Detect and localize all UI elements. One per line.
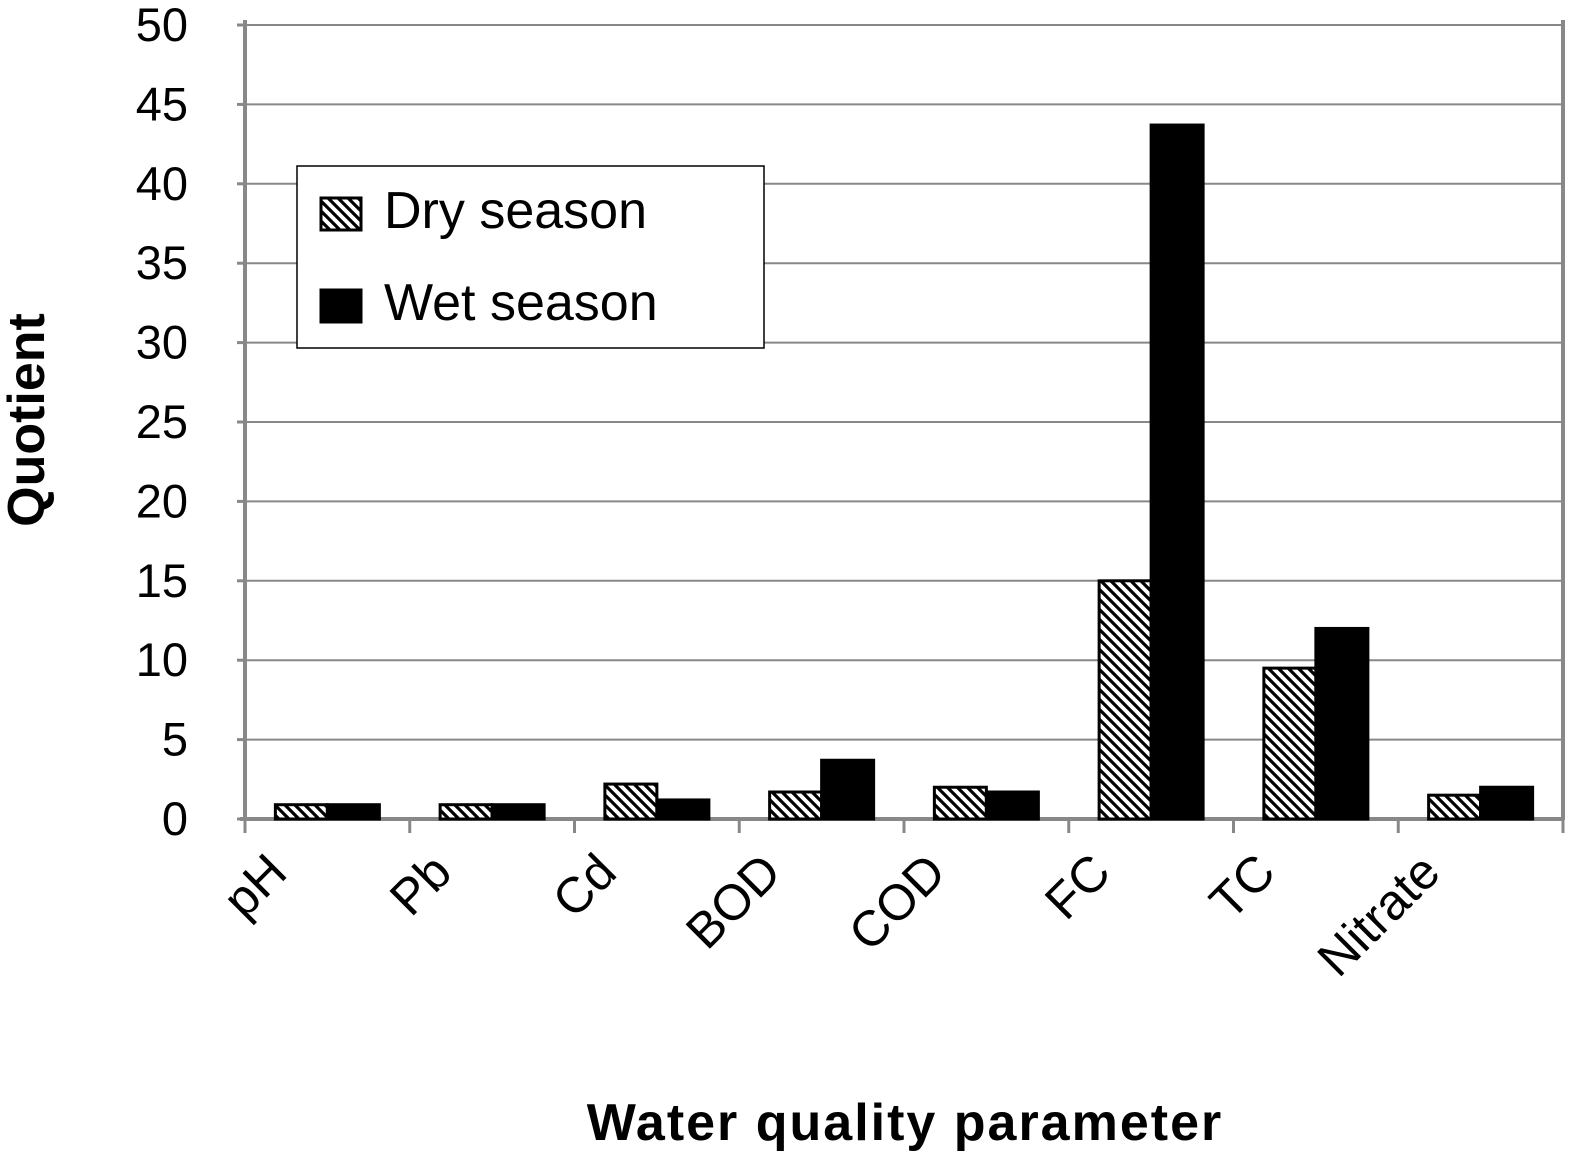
- bar-wet-season: [984, 790, 1040, 821]
- y-tick-label: 35: [136, 236, 188, 289]
- bar-dry-season: [1427, 793, 1483, 821]
- y-tick-label: 5: [162, 713, 188, 766]
- legend-label-wet: Wet season: [384, 274, 658, 332]
- bar-dry-season: [603, 782, 659, 821]
- bars: [273, 123, 1535, 821]
- category-label: BOD: [675, 843, 791, 959]
- y-tick-label: 45: [136, 77, 188, 130]
- bar-wet-season: [1149, 123, 1205, 821]
- category-label: pH: [212, 843, 297, 928]
- bar-dry-season: [273, 803, 329, 821]
- y-tick-label: 20: [136, 474, 188, 527]
- bar-dry-season: [1262, 666, 1318, 821]
- category-label: TC: [1199, 843, 1286, 930]
- bar-wet-season: [820, 758, 876, 821]
- y-tick-label: 30: [136, 316, 188, 369]
- category-label: Pb: [379, 843, 462, 926]
- x-axis-title: Water quality parameter: [587, 1094, 1223, 1152]
- legend-swatch-dry: [319, 196, 363, 232]
- y-tick-label: 15: [136, 554, 188, 607]
- bar-dry-season: [768, 790, 824, 821]
- bar-wet-season: [325, 803, 381, 821]
- y-tick-label: 10: [136, 633, 188, 686]
- bar-wet-season: [490, 803, 546, 821]
- bar-dry-season: [438, 803, 494, 821]
- y-tick-labels: 0 5 10 15 20 25 30 35 40 45 50: [136, 0, 188, 845]
- category-label: Nitrate: [1307, 843, 1451, 987]
- bar-wet-season: [655, 798, 711, 821]
- category-label: COD: [838, 843, 956, 961]
- y-tick-label: 25: [136, 395, 188, 448]
- legend-label-dry: Dry season: [384, 182, 647, 240]
- y-axis-title: Quotient: [0, 313, 56, 527]
- category-label: FC: [1034, 843, 1121, 930]
- legend-swatch-wet: [319, 288, 363, 324]
- bar-dry-season: [932, 785, 988, 821]
- legend-box: [296, 165, 765, 349]
- x-ticks: [243, 819, 1565, 833]
- bar-wet-season: [1314, 626, 1370, 821]
- category-label: Cd: [542, 843, 627, 928]
- legend: Dry season Wet season: [296, 165, 765, 349]
- bar-wet-season: [1479, 785, 1535, 821]
- y-tick-label: 0: [162, 792, 188, 845]
- y-tick-label: 40: [136, 157, 188, 210]
- y-tick-label: 50: [136, 0, 188, 51]
- category-labels: pH Pb Cd BOD COD FC TC Nitrate: [212, 843, 1450, 987]
- bar-dry-season: [1097, 579, 1153, 821]
